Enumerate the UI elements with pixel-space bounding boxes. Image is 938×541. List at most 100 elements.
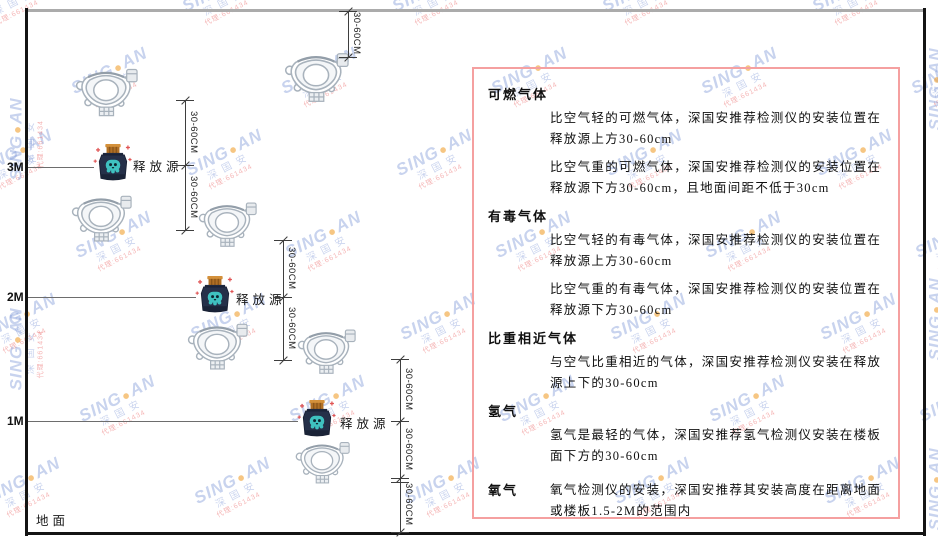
- release-source-label: 释放源: [133, 160, 183, 174]
- axis-label-3m: 3M: [7, 160, 24, 174]
- watermark-dot-icon: ●: [439, 304, 455, 322]
- watermark-brand-suffix: AN: [241, 453, 274, 483]
- watermark-cjk: 深国安: [4, 471, 68, 511]
- gas-detector-icon: [283, 46, 349, 102]
- dimension-label: 30-60CM: [188, 175, 199, 219]
- panel-section-1: 可燃气体 比空气轻的可燃气体，深国安推荐检测仪的安装位置在释放源上方30-60cm…: [488, 84, 886, 199]
- watermark-dot-icon: ●: [9, 124, 25, 134]
- dimension-label: 30-60CM: [403, 368, 414, 411]
- watermark-brand-suffix: AN: [332, 207, 365, 237]
- watermark-brand-prefix: SING: [809, 0, 858, 16]
- watermark-cjk: 深国安: [205, 150, 254, 183]
- watermark-dot-icon: ●: [929, 474, 938, 485]
- watermark-subtext: 代理:661434: [306, 244, 353, 273]
- dimension-line: [283, 240, 284, 360]
- watermark-brand-prefix: SING: [925, 84, 938, 131]
- ground-line: [25, 532, 926, 535]
- watermark-dot-icon: ●: [929, 304, 938, 315]
- watermark-brand-prefix: SING: [6, 344, 26, 391]
- watermark-brand-prefix: SING: [0, 0, 18, 16]
- watermark-subtext: 代理:661434: [37, 120, 45, 169]
- gas-detector-icon: [197, 196, 257, 247]
- section-paragraph: 与空气比重相近的气体，深国安推荐检测仪安装在释放源上下的30-60cm: [550, 355, 882, 390]
- dimension-label: 30-60CM: [403, 427, 414, 471]
- watermark-subtext: 代理:661434: [623, 0, 670, 27]
- section-paragraph: 比空气重的有毒气体，深国安推荐检测仪的安装位置在释放源下方30-60cm: [550, 282, 882, 317]
- watermark-cjk: 深国安: [98, 396, 147, 429]
- watermark-dot-icon: ●: [324, 222, 340, 240]
- watermark-subtext: 代理:661434: [0, 0, 40, 27]
- watermark-brand: SING●AN: [926, 447, 938, 530]
- gas-detector-svg: [187, 323, 248, 370]
- watermark-brand-prefix: SING: [190, 470, 241, 508]
- watermark-cjk: 深国安: [25, 116, 37, 165]
- release-source-svg: [297, 400, 336, 437]
- watermark-brand-prefix: SING: [915, 388, 938, 426]
- panel-section-4: 氢气 氢气是最轻的气体，深国安推荐氢气检测仪安装在楼板面下方的30-60cm: [488, 401, 886, 467]
- section-heading: 有毒气体: [488, 209, 549, 224]
- watermark-subtext: 代理:661434: [203, 0, 250, 27]
- panel-section-2: 有毒气体 比空气轻的有毒气体，深国安推荐检测仪的安装位置在释放源上方30-60cm…: [488, 206, 886, 321]
- watermark-dot-icon: ●: [929, 74, 938, 85]
- release-source-icon: 释放源: [296, 398, 386, 438]
- watermark-brand-prefix: SING: [389, 0, 438, 16]
- watermark-brand-suffix: AN: [31, 453, 64, 483]
- watermark-dot-icon: ●: [9, 334, 25, 344]
- watermark-brand-suffix: AN: [233, 125, 266, 155]
- gas-detector-icon: [74, 62, 138, 117]
- watermark-brand-prefix: SING: [396, 306, 447, 344]
- panel-section-5: 氧气 氧气检测仪的安装，深国安推荐其安装高度在距离地面或楼板1.5-2M的范围内: [488, 475, 886, 529]
- watermark-dot-icon: ●: [118, 386, 134, 404]
- dimension-tick: [391, 482, 409, 483]
- watermark-brand-suffix: AN: [6, 307, 26, 334]
- level-line: [28, 297, 196, 298]
- watermark-brand-suffix: AN: [925, 447, 938, 474]
- ceiling-line: [25, 9, 926, 12]
- watermark-subtext: 代理:661434: [932, 80, 938, 109]
- dimension-label: 30-60CM: [188, 110, 199, 154]
- watermark-brand: SING●AN: [926, 47, 938, 130]
- watermark-brand: SING●AN: [76, 371, 159, 426]
- gas-detector-icon: [186, 317, 248, 370]
- section-paragraph: 比空气重的可燃气体，深国安推荐检测仪的安装位置在释放源下方30-60cm，且地面…: [550, 160, 882, 195]
- section-paragraph: 氢气是最轻的气体，深国安推荐氢气检测仪安装在楼板面下方的30-60cm: [550, 428, 882, 463]
- gas-detector-svg: [198, 202, 257, 247]
- dimension-line: [400, 359, 401, 532]
- watermark-brand-prefix: SING: [599, 0, 648, 16]
- section-paragraph: 比空气轻的可燃气体，深国安推荐检测仪的安装位置在释放源上方30-60cm: [550, 111, 882, 146]
- panel-section-3: 比重相近气体 与空气比重相近的气体，深国安推荐检测仪安装在释放源上下的30-60c…: [488, 328, 886, 394]
- left-wall-line: [25, 8, 28, 536]
- watermark-cjk: 深国安: [213, 478, 262, 511]
- release-source-icon: 释放源: [92, 142, 179, 182]
- watermark-brand: SING●AN: [191, 453, 274, 508]
- axis-label-2m: 2M: [7, 290, 24, 304]
- watermark-brand-suffix: AN: [6, 97, 26, 124]
- watermark-cjk: 深国安: [930, 68, 938, 101]
- dimension-label: 30-60CM: [403, 483, 414, 526]
- watermark-brand-suffix: AN: [126, 371, 159, 401]
- axis-label-1m: 1M: [7, 414, 24, 428]
- watermark-cjk: 深国安: [25, 326, 37, 375]
- gas-detector-svg: [284, 53, 349, 102]
- ground-label: 地面: [36, 514, 70, 528]
- watermark-dot-icon: ●: [15, 140, 31, 158]
- watermark-brand-prefix: SING: [179, 0, 228, 16]
- right-wall-line: [923, 8, 926, 536]
- watermark-brand: SING●AN: [0, 453, 64, 508]
- gas-detector-svg: [71, 195, 132, 242]
- watermark-brand-prefix: SING: [392, 142, 443, 180]
- section-heading: 可燃气体: [488, 87, 549, 102]
- watermark-brand: SING●AN: [7, 307, 27, 390]
- watermark-cjk: 深国安: [304, 232, 353, 265]
- release-source-svg: [195, 276, 234, 313]
- watermark-subtext: 代理:661434: [100, 408, 147, 437]
- dimension-label: 30-60CM: [351, 12, 362, 55]
- release-source-svg: [93, 144, 132, 181]
- watermark-brand: SING●AN: [926, 277, 938, 360]
